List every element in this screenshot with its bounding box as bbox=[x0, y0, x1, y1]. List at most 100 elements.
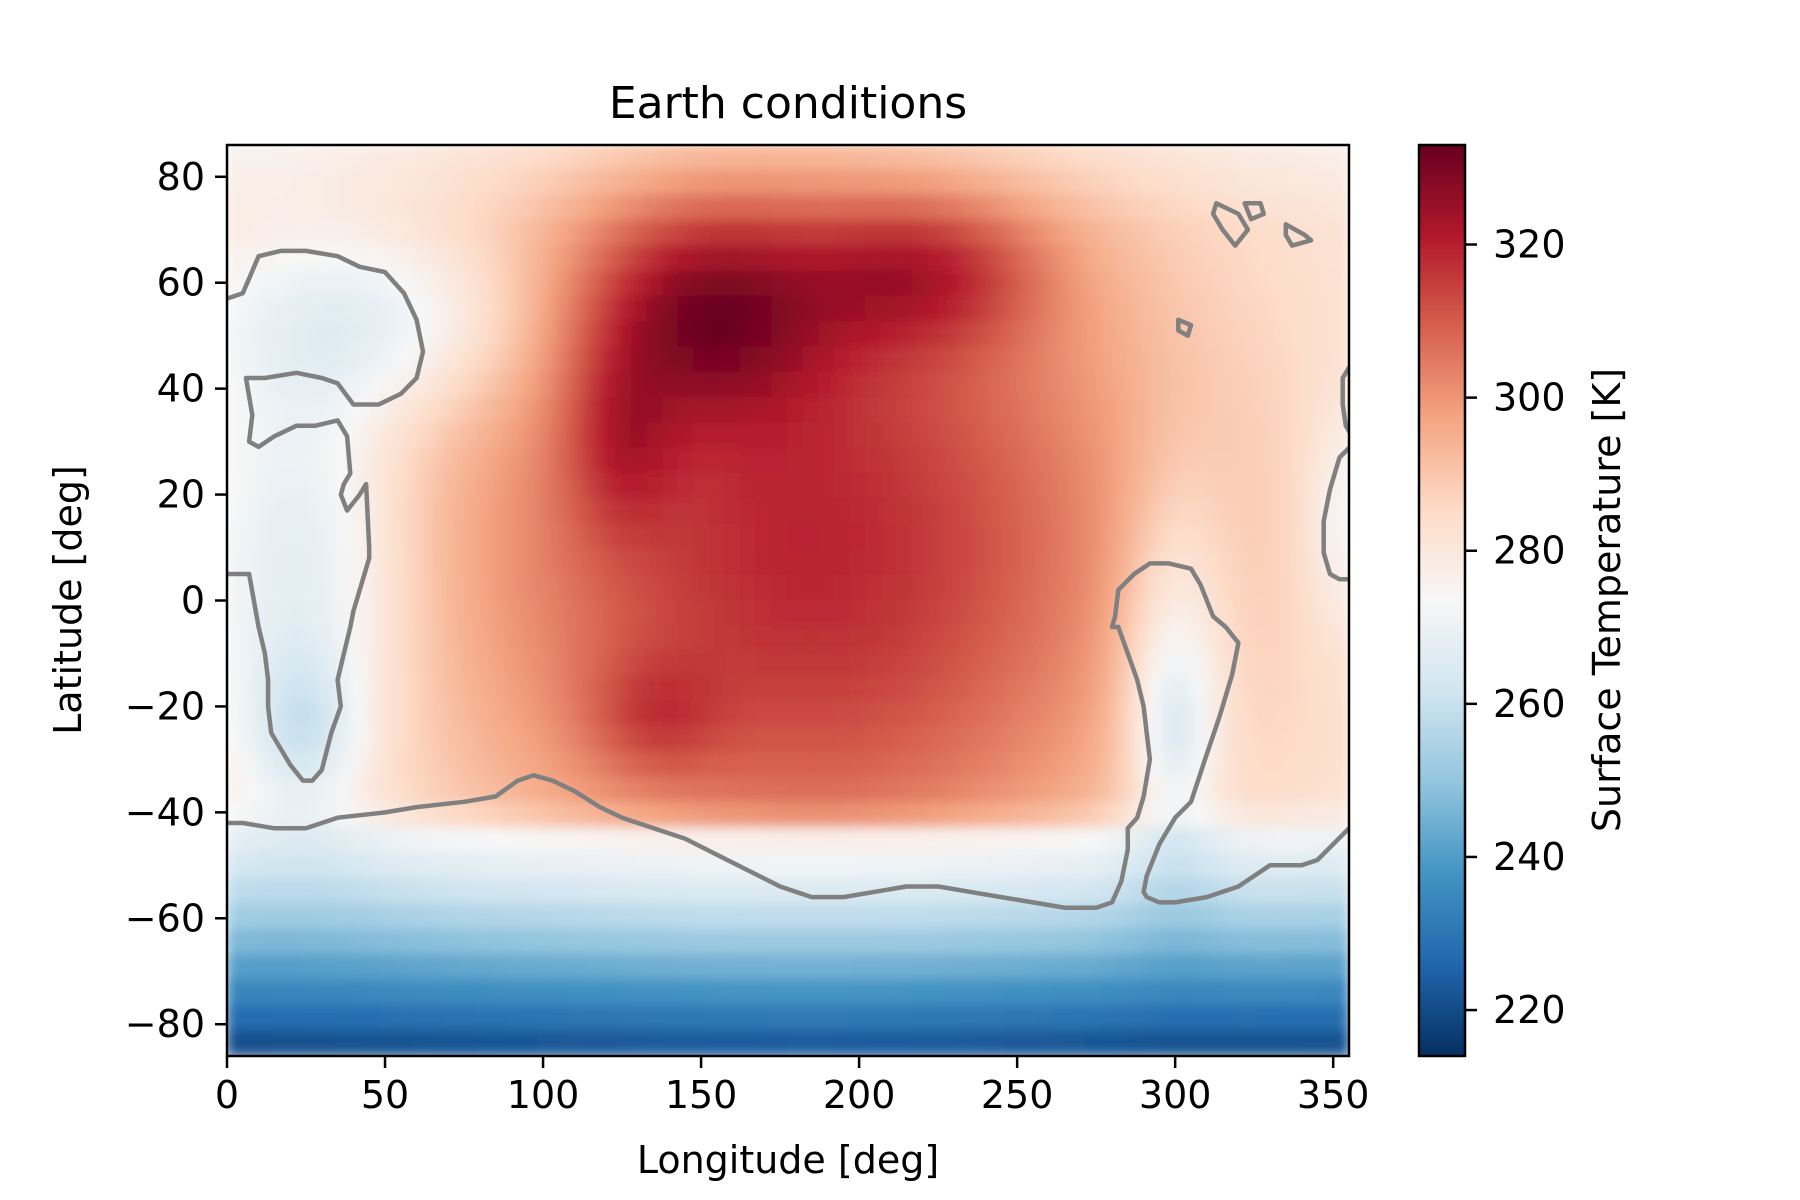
heatmap-cell bbox=[428, 422, 447, 450]
heatmap-cell bbox=[1083, 1029, 1101, 1056]
heatmap-cell bbox=[1005, 827, 1023, 855]
heatmap-cell bbox=[1270, 1004, 1288, 1032]
heatmap-cell bbox=[459, 953, 478, 982]
heatmap-cell bbox=[1176, 270, 1195, 298]
heatmap-cell bbox=[335, 498, 353, 526]
heatmap-cell bbox=[724, 245, 743, 273]
heatmap-cell bbox=[381, 447, 400, 475]
heatmap-cell bbox=[1067, 1029, 1086, 1056]
heatmap-cell bbox=[241, 726, 260, 754]
heatmap-cell bbox=[397, 169, 415, 197]
heatmap-cell bbox=[942, 270, 961, 298]
heatmap-cell bbox=[1098, 979, 1117, 1007]
heatmap-cell bbox=[880, 801, 899, 830]
heatmap-cell bbox=[568, 624, 587, 653]
heatmap-cell bbox=[444, 447, 462, 475]
heatmap-cell bbox=[1270, 346, 1288, 374]
heatmap-cell bbox=[1083, 827, 1101, 855]
colorbar-tick-label: 320 bbox=[1493, 223, 1566, 267]
heatmap-cell bbox=[1067, 650, 1086, 678]
heatmap-cell bbox=[428, 675, 447, 703]
heatmap-cell bbox=[740, 1029, 758, 1056]
heatmap-cell bbox=[584, 953, 602, 982]
heatmap-cell bbox=[755, 624, 774, 653]
heatmap-cell bbox=[1270, 523, 1288, 551]
heatmap-cell bbox=[1301, 599, 1319, 627]
heatmap-cell bbox=[787, 726, 805, 754]
heatmap-cell bbox=[1083, 548, 1101, 577]
heatmap-cell bbox=[553, 321, 571, 349]
heatmap-cell bbox=[537, 953, 556, 982]
heatmap-cell bbox=[350, 472, 369, 501]
heatmap-cell bbox=[257, 877, 275, 906]
heatmap-cell bbox=[677, 422, 696, 450]
heatmap-cell bbox=[771, 548, 789, 577]
heatmap-cell bbox=[693, 245, 712, 273]
heatmap-cell bbox=[397, 650, 415, 678]
heatmap-cell bbox=[568, 751, 587, 779]
heatmap-cell bbox=[227, 650, 244, 678]
heatmap-cell bbox=[771, 321, 789, 349]
heatmap-cell bbox=[709, 498, 727, 526]
heatmap-cell bbox=[787, 903, 805, 931]
heatmap-cell bbox=[646, 852, 665, 880]
heatmap-cell bbox=[1129, 751, 1148, 779]
heatmap-cell bbox=[568, 219, 587, 248]
heatmap-cell bbox=[553, 145, 571, 172]
heatmap-cell bbox=[1254, 700, 1273, 729]
heatmap-cell bbox=[1270, 574, 1288, 602]
heatmap-cell bbox=[1036, 523, 1054, 551]
heatmap-cell bbox=[818, 145, 836, 172]
contour-line bbox=[227, 561, 1349, 910]
heatmap-cell bbox=[303, 145, 322, 172]
heatmap-cell bbox=[522, 827, 540, 855]
heatmap-cell bbox=[444, 726, 462, 754]
colorbar-tick-label: 220 bbox=[1493, 988, 1566, 1032]
heatmap-cell bbox=[864, 574, 883, 602]
heatmap-cell bbox=[1285, 827, 1304, 855]
heatmap-cell bbox=[927, 903, 945, 931]
heatmap-cell bbox=[1067, 371, 1086, 400]
heatmap-cell bbox=[522, 472, 540, 501]
heatmap-cell bbox=[1301, 422, 1319, 450]
heatmap-cell bbox=[366, 295, 384, 324]
heatmap-cell bbox=[1176, 472, 1195, 501]
heatmap-cell bbox=[771, 219, 789, 248]
heatmap-cell bbox=[350, 852, 369, 880]
heatmap-cell bbox=[1020, 219, 1039, 248]
contour-line bbox=[1242, 201, 1266, 222]
heatmap-cell bbox=[833, 953, 852, 982]
heatmap-cell bbox=[958, 726, 976, 754]
heatmap-cell bbox=[428, 397, 447, 425]
heatmap-cell bbox=[989, 371, 1008, 400]
heatmap-cell bbox=[1067, 145, 1086, 172]
heatmap-cell bbox=[537, 422, 556, 450]
heatmap-cell bbox=[1270, 599, 1288, 627]
heatmap-cell bbox=[631, 270, 649, 298]
heatmap-cell bbox=[537, 726, 556, 754]
heatmap-cell bbox=[1207, 295, 1226, 324]
heatmap-cell bbox=[1332, 169, 1349, 197]
heatmap-cell bbox=[1083, 726, 1101, 754]
heatmap-cell bbox=[1161, 700, 1179, 729]
heatmap-cell bbox=[787, 270, 805, 298]
heatmap-cell bbox=[288, 523, 306, 551]
heatmap-cell bbox=[880, 1029, 899, 1056]
heatmap-cell bbox=[989, 397, 1008, 425]
heatmap-cell bbox=[490, 194, 509, 222]
heatmap-cell bbox=[1129, 903, 1148, 931]
heatmap-cell bbox=[272, 1004, 291, 1032]
heatmap-cell bbox=[1301, 397, 1319, 425]
heatmap-cell bbox=[319, 295, 338, 324]
heatmap-cell bbox=[958, 574, 976, 602]
heatmap-cell bbox=[771, 145, 789, 172]
heatmap-cell bbox=[1176, 776, 1195, 804]
heatmap-cell bbox=[771, 751, 789, 779]
heatmap-cell bbox=[444, 1004, 462, 1032]
heatmap-cell bbox=[413, 447, 431, 475]
heatmap-cell bbox=[631, 650, 649, 678]
heatmap-cell bbox=[662, 194, 680, 222]
heatmap-cell bbox=[288, 979, 306, 1007]
heatmap-cell bbox=[227, 245, 244, 273]
heatmap-cell bbox=[303, 979, 322, 1007]
